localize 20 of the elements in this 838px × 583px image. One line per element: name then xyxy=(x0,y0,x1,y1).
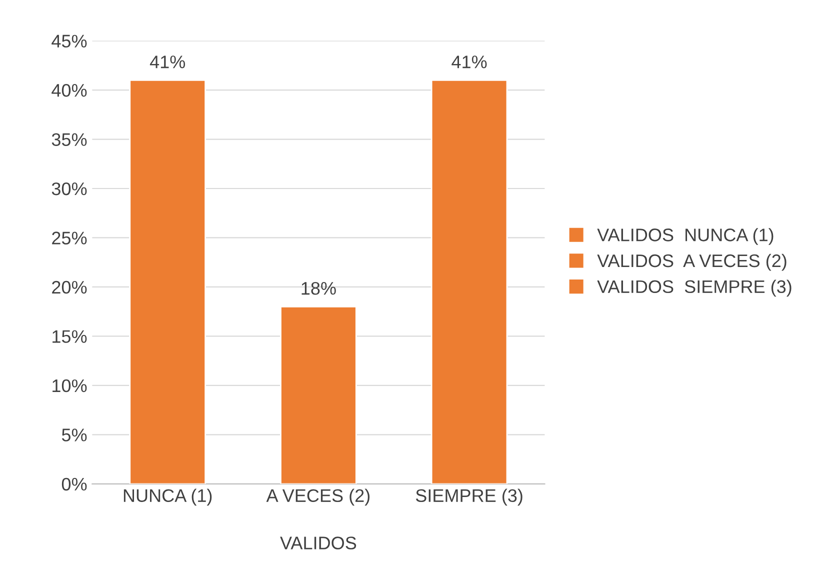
x-tick-label: A VECES (2) xyxy=(266,488,370,506)
x-tick-label: SIEMPRE (3) xyxy=(416,488,522,506)
x-axis-title: VALIDOS xyxy=(280,536,356,550)
legend-label: VALIDOS A VECES (2) xyxy=(597,254,786,271)
y-tick-label: 20% xyxy=(52,280,87,294)
data-label: 41% xyxy=(150,56,186,68)
y-tick-label: 35% xyxy=(52,133,87,146)
y-tick-label: 10% xyxy=(52,379,87,392)
y-tick-label: 25% xyxy=(52,232,87,244)
x-tick-label: NUNCA (1) xyxy=(124,488,212,506)
y-tick-label: 45% xyxy=(52,34,87,48)
y-tick-label: 40% xyxy=(52,84,87,97)
legend-label: VALIDOS SIEMPRE (3) xyxy=(597,280,792,297)
y-tick-label: 5% xyxy=(62,428,87,442)
y-tick-label: 15% xyxy=(52,330,87,343)
y-tick-label: 0% xyxy=(62,478,87,491)
data-label: 18% xyxy=(302,282,336,295)
data-label: 41% xyxy=(452,56,487,68)
legend-label: VALIDOS NUNCA (1) xyxy=(597,228,774,245)
y-tick-label: 30% xyxy=(52,182,87,196)
